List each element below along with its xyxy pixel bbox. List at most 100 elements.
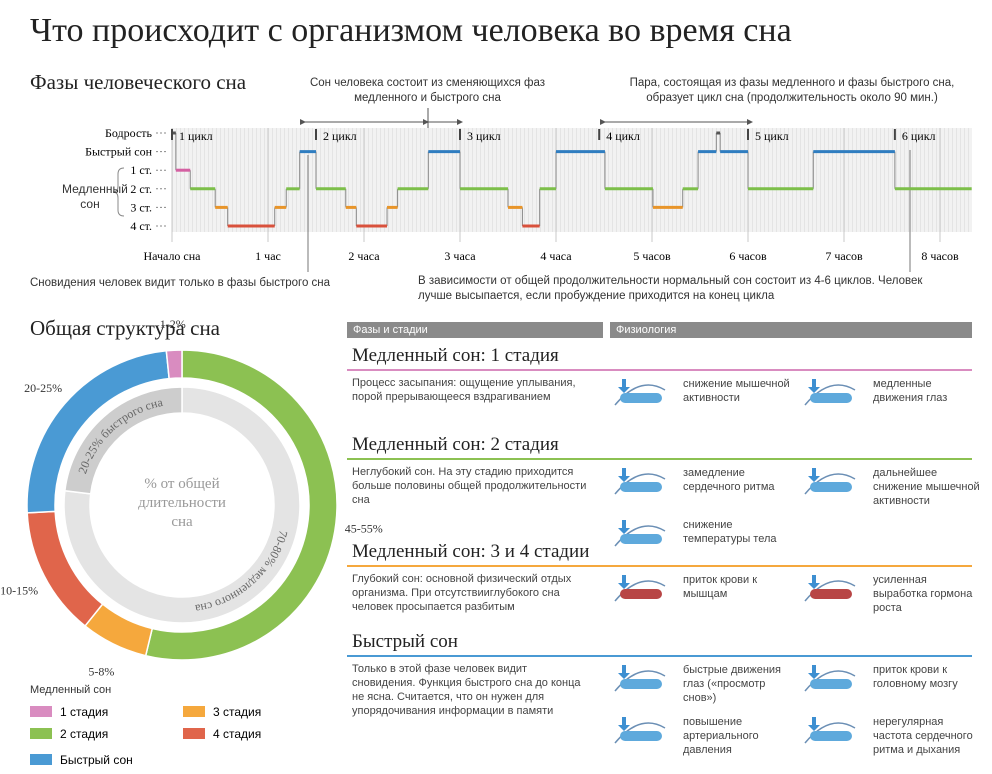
legend-label: 3 стадия (213, 705, 261, 719)
section-title: Медленный сон: 3 и 4 стадии (352, 541, 590, 562)
x-tick-label: 1 час (255, 249, 281, 263)
section-title: Общая структура сна (30, 316, 221, 340)
icon (618, 717, 630, 731)
icon (620, 393, 662, 403)
y-group-label: Медленный сон (62, 182, 128, 211)
legend-label: Быстрый сон (60, 753, 133, 767)
icon (618, 665, 630, 679)
icon (614, 525, 666, 547)
section-title: Медленный сон: 2 стадия (352, 434, 559, 455)
section-title: Медленный сон: 1 стадия (352, 345, 559, 366)
icon (614, 670, 666, 692)
icon (618, 468, 630, 482)
group-bracket (112, 167, 125, 217)
page-title: Что происходит с организмом человека во … (30, 12, 792, 49)
legend-swatch (30, 728, 52, 739)
icon (810, 482, 852, 492)
section-title: Фазы человеческого сна (30, 70, 247, 94)
value-label: 5-8% (88, 664, 114, 678)
legend-swatch (183, 706, 205, 717)
value-label: 20-25% (24, 381, 62, 395)
y-tick-label: 4 ст. (130, 219, 152, 233)
x-tick-label: 3 часа (444, 249, 476, 263)
icon (618, 575, 630, 589)
physiology-item: замедление сердечного ритма (683, 467, 775, 493)
icon (810, 731, 852, 741)
legend-swatch (30, 754, 52, 765)
section-title: Быстрый сон (352, 631, 458, 652)
physiology-item: приток крови к головному мозгу (873, 664, 958, 690)
icon (804, 580, 856, 602)
physiology-item: усиленная выработка гормона роста (873, 574, 973, 614)
cycle-label: 2 цикл (323, 129, 357, 143)
inner-ring-segment (64, 386, 183, 495)
donut-segment (144, 349, 338, 661)
y-tick-label: 1 ст. (130, 163, 152, 177)
panel-header: Физиология (610, 322, 972, 338)
legend-label: 4 стадия (213, 727, 261, 741)
x-tick-label: 2 часа (348, 249, 380, 263)
icon (618, 379, 630, 393)
x-tick-label: Начало сна (143, 249, 201, 263)
hypnogram-background (172, 128, 972, 232)
legend-title: Медленный сон (30, 684, 112, 696)
icon (620, 482, 662, 492)
value-label: 1-2% (160, 317, 186, 331)
section-text: Только в этой фазе человек видит сновиде… (352, 663, 581, 717)
icon (804, 722, 856, 744)
section-text: Неглубокий сон. На эту стадию приходится… (352, 466, 587, 506)
x-tick-label: 7 часов (825, 249, 863, 263)
icon (614, 580, 666, 602)
icon (620, 731, 662, 741)
value-label: 10-15% (0, 583, 38, 597)
section-text: Глубокий сон: основной физический отдых … (352, 573, 572, 613)
icon (620, 534, 662, 544)
inner-ring-segment (63, 386, 301, 624)
cycle-label: 4 цикл (606, 129, 640, 143)
note: В зависимости от общей продолжительности… (418, 275, 923, 302)
icon (620, 589, 662, 599)
panel-header: Фазы и стадии (347, 322, 603, 338)
legend-label: 1 стадия (60, 705, 108, 719)
legend-swatch (183, 728, 205, 739)
icon (808, 379, 820, 393)
cycle-label: 1 цикл (179, 129, 213, 143)
icon (614, 384, 666, 406)
physiology-item: дальнейшее снижение мышечной активности (873, 467, 980, 507)
note: Сновидения человек видит только в фазы б… (30, 277, 331, 289)
physiology-item: снижение температуры тела (683, 519, 777, 545)
legend-label: 2 стадия (60, 727, 108, 741)
x-tick-label: 5 часов (633, 249, 671, 263)
x-tick-label: 6 часов (729, 249, 767, 263)
y-tick-label: 2 ст. (130, 182, 152, 196)
y-tick-label: 3 ст. (130, 200, 152, 214)
icon (620, 679, 662, 689)
physiology-item: быстрые движения глаз («просмотр снов») (683, 664, 782, 704)
icon (618, 520, 630, 534)
icon (804, 473, 856, 495)
icon (810, 589, 852, 599)
cycle-label: 6 цикл (902, 129, 936, 143)
icon (804, 670, 856, 692)
icon (808, 575, 820, 589)
icon (804, 384, 856, 406)
section-text: Процесс засыпания: ощущение уплывания, п… (352, 377, 576, 403)
physiology-item: повышение артериального давления (683, 716, 759, 756)
donut-segment (165, 349, 183, 380)
cycle-label: 3 цикл (467, 129, 501, 143)
icon (810, 679, 852, 689)
center-text: % от общей длительности сна (138, 476, 226, 530)
note: Пара, состоящая из фазы медленного и фаз… (629, 77, 955, 104)
icon (810, 393, 852, 403)
icon (808, 665, 820, 679)
physiology-item: нерегулярная частота сердечного ритма и … (873, 716, 973, 756)
icon (808, 717, 820, 731)
y-tick-label: Быстрый сон (85, 145, 152, 159)
physiology-item: приток крови к мышцам (683, 574, 758, 600)
x-tick-label: 4 часа (540, 249, 572, 263)
cycle-label: 5 цикл (755, 129, 789, 143)
physiology-item: снижение мышечной активности (683, 378, 790, 404)
legend-swatch (30, 706, 52, 717)
